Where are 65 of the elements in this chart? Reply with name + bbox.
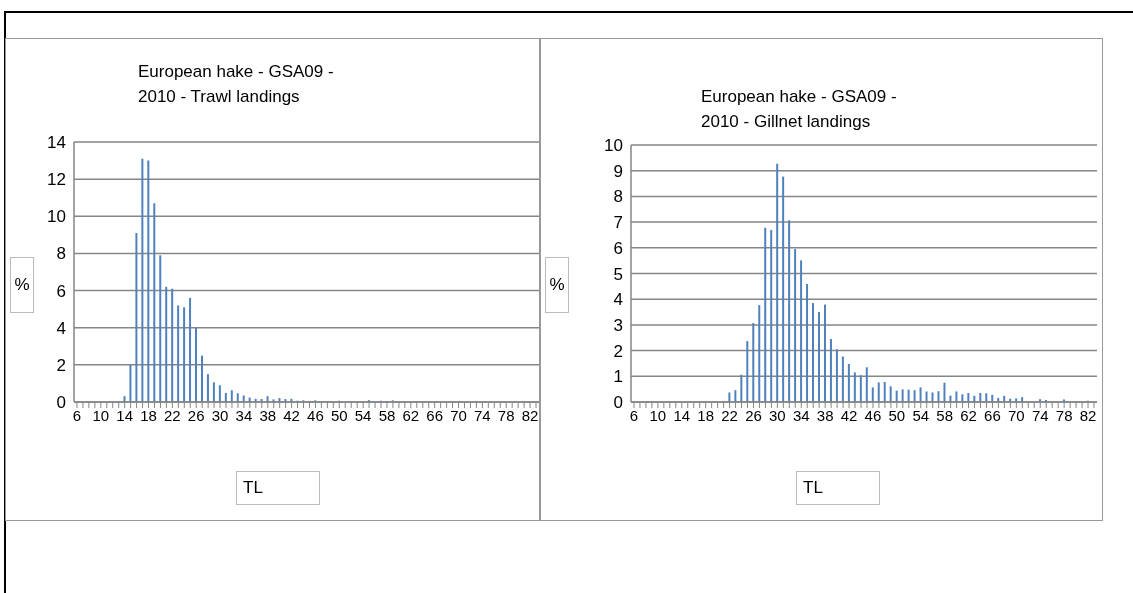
x-tick-label: 78 [497,406,515,424]
y-tick-label: 10 [47,207,66,227]
y-tick-label: 8 [56,244,66,264]
x-tick-label: 10 [92,406,110,424]
y-tick-label: 12 [47,170,66,190]
y-axis-title: % [10,257,34,313]
y-axis-title: % [545,257,569,313]
x-tick-label: 22 [721,406,738,424]
y-tick-label: 6 [56,281,66,301]
x-tick-label: 50 [888,406,906,424]
x-tick-label: 82 [521,406,539,424]
x-tick-label: 26 [745,406,762,424]
x-tick-label: 82 [1079,406,1097,424]
y-tick-label: 9 [613,161,623,181]
x-tick-label: 6 [629,406,639,424]
y-tick-label: 14 [47,133,66,153]
x-tick-label: 58 [936,406,953,424]
x-tick-label: 54 [354,406,372,424]
x-tick-label: 38 [259,406,277,424]
x-tick-label: 62 [960,406,977,424]
x-tick-label: 66 [984,406,1001,424]
y-tick-label: 6 [613,238,623,258]
x-tick-label: 42 [283,406,300,424]
x-tick-label: 58 [378,406,396,424]
x-tick-label: 30 [211,406,229,424]
x-tick-label: 22 [164,406,181,424]
x-tick-label: 34 [235,406,253,424]
chart-title: European hake - GSA09 - 2010 - Gillnet landings [701,86,898,133]
x-axis-title: TL [796,471,880,505]
x-tick-label: 18 [697,406,715,424]
x-tick-label: 78 [1055,406,1073,424]
x-tick-label: 14 [673,406,691,424]
y-tick-label: 10 [604,136,623,156]
x-tick-label: 66 [426,406,444,424]
x-tick-label: 74 [1031,406,1049,424]
x-tick-label: 74 [474,406,491,424]
x-tick-label: 54 [912,406,930,424]
x-tick-label: 30 [769,406,786,424]
y-tick-label: 2 [56,355,66,375]
y-tick-label: 8 [613,187,623,207]
y-tick-label: 2 [613,341,623,361]
x-tick-label: 70 [1008,406,1025,424]
x-tick-label: 6 [72,406,82,424]
x-axis-title: TL [236,471,320,505]
x-tick-label: 46 [864,406,882,424]
y-tick-label: 5 [613,264,623,284]
x-tick-label: 62 [402,406,420,424]
x-tick-label: 42 [840,406,858,424]
y-tick-label: 7 [613,213,623,233]
x-tick-label: 70 [450,406,467,424]
y-tick-label: 1 [613,367,623,387]
y-tick-label: 4 [613,290,623,310]
x-tick-label: 14 [116,406,134,424]
x-tick-label: 50 [330,406,348,424]
x-tick-label: 38 [816,406,834,424]
x-tick-label: 18 [140,406,157,424]
y-tick-label: 4 [56,318,66,338]
y-tick-label: 0 [56,393,66,413]
x-tick-label: 10 [649,406,667,424]
x-tick-label: 34 [792,406,810,424]
x-tick-label: 46 [307,406,324,424]
chart-title: European hake - GSA09 - 2010 - Trawl landings [138,61,335,108]
x-tick-label: 26 [187,406,205,424]
y-tick-label: 3 [613,315,623,335]
y-tick-label: 0 [613,393,623,413]
